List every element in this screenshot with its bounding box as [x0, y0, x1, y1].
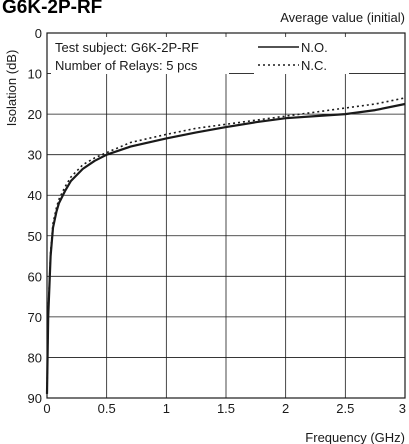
legend-label-nc: N.C.: [301, 58, 327, 73]
y-tick-label: 50: [28, 229, 42, 244]
plot-frame: [46, 32, 406, 399]
annotation-line-1: Test subject: G6K-2P-RF: [55, 40, 199, 55]
x-tick-label: 0: [43, 401, 50, 416]
annotation-line-2: Number of Relays: 5 pcs: [55, 58, 198, 73]
x-tick-label: 0.5: [98, 401, 116, 416]
y-tick-label: 10: [28, 67, 42, 82]
x-axis-label: Frequency (GHz): [305, 430, 405, 444]
y-axis-label: Isolation (dB): [4, 50, 19, 127]
chart-title: G6K-2P-RF: [2, 0, 102, 18]
series-line-nc: [46, 97, 406, 394]
y-tick-label: 90: [28, 391, 42, 406]
y-tick-label: 80: [28, 350, 42, 365]
series-line-no: [45, 102, 406, 394]
chart-subtitle: Average value (initial): [280, 10, 405, 25]
y-tick-label: 0: [35, 26, 42, 41]
x-tick-label: 2: [282, 401, 289, 416]
legend-label-no: N.O.: [301, 40, 328, 55]
series-group: [45, 97, 406, 394]
y-tick-label: 60: [28, 269, 42, 284]
y-tick-label: 30: [28, 148, 42, 163]
legend-box: [254, 37, 349, 74]
x-tick-label: 1.5: [217, 401, 235, 416]
x-tick-label: 3: [399, 401, 406, 416]
grid-lines: [47, 33, 405, 398]
y-tick-label: 70: [28, 310, 42, 325]
annotation-box: [51, 37, 229, 74]
x-tick-labels: 0 0.5 1 1.5 2 2.5 3: [43, 401, 406, 416]
x-tick-label: 2.5: [336, 401, 354, 416]
y-tick-label: 40: [28, 188, 42, 203]
x-tick-label: 1: [163, 401, 170, 416]
y-tick-labels: 0 10 20 30 40 50 60 70 80 90: [28, 26, 42, 406]
y-tick-label: 20: [28, 107, 42, 122]
